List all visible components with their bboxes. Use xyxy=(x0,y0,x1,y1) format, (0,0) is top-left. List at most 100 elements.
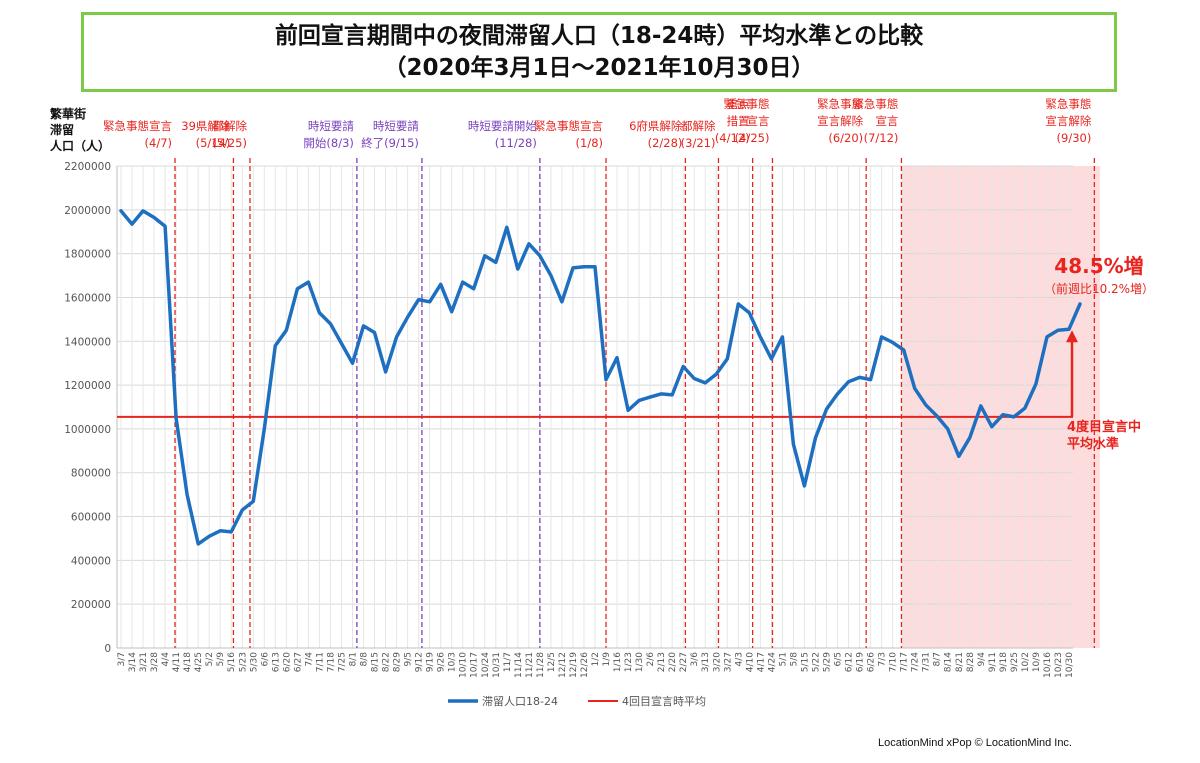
y-tick-label: 1800000 xyxy=(64,249,111,261)
event-label: 時短要請開始 xyxy=(468,119,537,133)
legend-label-series: 滞留人口18-24 xyxy=(482,695,558,708)
x-tick-label: 3/21 xyxy=(139,652,149,672)
x-tick-label: 6/26 xyxy=(867,652,877,672)
x-tick-label: 10/24 xyxy=(481,652,491,678)
data-point xyxy=(936,415,938,417)
event-label: 開始(8/3) xyxy=(303,136,353,150)
event-label: 時短要請 xyxy=(308,119,354,133)
event-label: 措置 xyxy=(727,114,750,128)
x-tick-label: 5/23 xyxy=(238,652,248,672)
data-point xyxy=(903,349,905,351)
data-point xyxy=(1046,336,1048,338)
event-label: 緊急事態 xyxy=(817,97,863,111)
x-tick-label: 5/2 xyxy=(205,652,215,666)
data-point xyxy=(307,281,309,283)
x-tick-label: 8/15 xyxy=(371,652,381,672)
event-label: 都解除 xyxy=(212,119,247,133)
data-point xyxy=(550,274,552,277)
y-tick-label: 1000000 xyxy=(64,424,111,436)
increase-arrow-head xyxy=(1066,330,1078,343)
data-point xyxy=(484,255,486,257)
x-tick-label: 7/25 xyxy=(337,652,347,672)
data-point xyxy=(197,543,199,545)
event-label: (9/30) xyxy=(1057,131,1092,145)
x-tick-label: 8/28 xyxy=(966,652,976,672)
data-point xyxy=(1002,414,1004,416)
y-tick-label: 200000 xyxy=(71,599,111,611)
x-tick-label: 8/1 xyxy=(348,652,358,666)
data-point xyxy=(517,268,519,270)
x-tick-label: 10/30 xyxy=(1065,652,1075,678)
x-tick-label: 1/2 xyxy=(591,652,601,666)
data-point xyxy=(1057,329,1059,331)
average-label: 4度目宣言中 xyxy=(1067,419,1141,435)
data-point xyxy=(473,288,475,290)
data-point xyxy=(1013,416,1015,418)
data-point xyxy=(892,341,894,343)
data-point xyxy=(980,405,982,407)
x-tick-label: 2/20 xyxy=(668,652,678,672)
event-label: 緊急事態 xyxy=(723,97,769,111)
event-label: 宣言 xyxy=(746,114,769,128)
data-point xyxy=(814,437,817,439)
data-point xyxy=(715,373,717,375)
data-point xyxy=(947,428,949,430)
increase-sublabel: （前週比10.2%増） xyxy=(1044,281,1154,296)
data-point xyxy=(638,399,640,402)
data-point xyxy=(583,266,585,268)
chart-title-box: 前回宣言期間中の夜間滞留人口（18-24時）平均水準との比較 （2020年3月1… xyxy=(81,12,1117,92)
data-point xyxy=(395,336,398,338)
x-tick-label: 10/17 xyxy=(470,652,480,678)
x-tick-label: 3/14 xyxy=(128,652,138,672)
event-label: 緊急事態 xyxy=(852,97,898,111)
x-tick-label: 1/23 xyxy=(624,652,634,672)
event-label: 終了(9/15) xyxy=(361,136,419,150)
x-tick-label: 9/26 xyxy=(437,652,447,672)
x-tick-label: 8/8 xyxy=(360,652,370,667)
x-tick-label: 4/11 xyxy=(172,652,182,672)
data-point xyxy=(836,393,839,395)
data-point xyxy=(726,358,728,360)
x-tick-label: 7/24 xyxy=(911,652,921,672)
data-point xyxy=(539,255,541,257)
data-point xyxy=(219,530,221,532)
data-point xyxy=(131,223,133,225)
data-point xyxy=(881,336,883,338)
x-tick-label: 9/18 xyxy=(999,652,1009,672)
legend: 滞留人口18-24 4回目宣言時平均 xyxy=(448,694,706,708)
x-tick-label: 6/13 xyxy=(271,652,281,672)
x-tick-label: 5/16 xyxy=(227,652,237,672)
x-tick-label: 9/5 xyxy=(404,652,414,666)
data-point xyxy=(627,409,629,411)
event-label: 宣言 xyxy=(875,114,898,128)
x-tick-label: 8/29 xyxy=(393,652,403,672)
x-tick-label: 2/27 xyxy=(679,652,689,672)
data-point xyxy=(649,396,651,398)
x-tick-label: 5/1 xyxy=(778,652,788,666)
data-point xyxy=(671,394,673,396)
data-point xyxy=(1035,383,1037,385)
y-axis-title: 滞留 xyxy=(50,122,74,137)
x-tick-label: 5/29 xyxy=(822,652,832,672)
data-point xyxy=(737,303,739,305)
data-point xyxy=(252,500,254,502)
event-label: (6/20) xyxy=(828,131,863,145)
data-point xyxy=(803,485,806,487)
data-point xyxy=(164,225,166,227)
x-tick-label: 7/4 xyxy=(304,652,314,667)
y-tick-label: 800000 xyxy=(71,468,111,480)
data-point xyxy=(1068,328,1070,330)
x-tick-label: 8/14 xyxy=(944,652,954,672)
x-tick-label: 6/27 xyxy=(293,652,303,672)
data-point xyxy=(208,535,210,537)
event-label: (11/28) xyxy=(495,136,537,150)
event-label: (5/14) xyxy=(196,136,231,150)
data-point xyxy=(373,331,376,334)
x-tick-label: 7/18 xyxy=(326,652,336,672)
x-tick-label: 12/26 xyxy=(580,652,590,678)
event-label: 緊急事態宣言 xyxy=(534,119,603,133)
data-point xyxy=(792,443,795,445)
data-point xyxy=(616,357,618,359)
data-point xyxy=(120,210,122,212)
x-tick-label: 12/19 xyxy=(569,652,579,678)
